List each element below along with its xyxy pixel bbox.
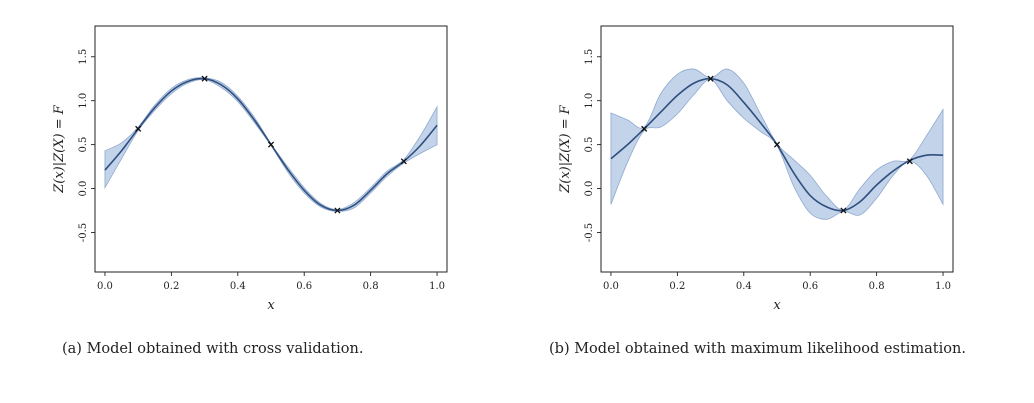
x-axis-label: x (267, 298, 275, 313)
x-tick-label: 0.4 (230, 281, 246, 292)
observation-marker-stroke (334, 207, 341, 214)
chart-b: 0.0 0.2 0.4 0.6 0.8 1.0 -0.5 0.0 0.5 1.0 1.5 x Z(x)|… (558, 25, 954, 313)
y-axis-label: Z(x)|Z(X) = F (52, 104, 67, 193)
x-tick-label: 0.6 (802, 281, 818, 292)
observation-marker-stroke (135, 125, 142, 132)
x-tick-label: 0.8 (363, 281, 379, 292)
observation-point (201, 75, 208, 82)
x-tick-label: 0.6 (296, 281, 312, 292)
x-tick-label: 0.0 (97, 281, 113, 292)
chart-a: 0.0 0.2 0.4 0.6 0.8 1.0 -0.5 0.0 0.5 1.0 1.5 x Z(x)|… (52, 25, 448, 313)
observation-point (334, 207, 341, 214)
y-axis-label: Z(x)|Z(X) = F (558, 104, 573, 193)
observation-point (641, 125, 648, 132)
y-tick-label: 1.0 (584, 93, 595, 109)
x-tick-label: 1.0 (429, 281, 445, 292)
x-tick-label: 0.8 (869, 281, 885, 292)
y-tick-label: 1.5 (584, 49, 595, 65)
observation-point (906, 158, 913, 165)
y-tick-label: 0.0 (584, 181, 595, 197)
observation-point (773, 141, 781, 148)
observation-marker-stroke (906, 158, 913, 165)
x-tick-label: 0.2 (163, 281, 179, 292)
observation-marker-stroke (641, 125, 648, 132)
x-tick-label: 0.4 (736, 281, 752, 292)
observation-point (267, 141, 275, 148)
observation-point (840, 207, 847, 214)
observation-marker-stroke (840, 207, 847, 214)
observation-marker-stroke (400, 158, 407, 165)
x-tick-label: 1.0 (935, 281, 951, 292)
observation-marker-stroke (267, 141, 275, 148)
observation-point (135, 125, 142, 132)
x-tick-label: 0.2 (669, 281, 685, 292)
caption-b: (b) Model obtained with maximum likeliho… (549, 341, 966, 357)
y-tick-label: -0.5 (584, 223, 595, 242)
plot-frame (600, 25, 954, 273)
y-tick-label: 1.0 (78, 93, 89, 109)
y-tick-label: -0.5 (78, 223, 89, 242)
observation-marker-stroke (201, 75, 208, 82)
plot-frame (94, 25, 448, 273)
y-tick-label: 0.5 (584, 137, 595, 153)
observation-marker-stroke (707, 75, 714, 82)
observation-point (707, 75, 714, 82)
observation-point (400, 158, 407, 165)
y-tick-label: 0.5 (78, 137, 89, 153)
y-tick-label: 0.0 (78, 181, 89, 197)
caption-a: (a) Model obtained with cross validation… (62, 341, 364, 357)
observation-marker-stroke (773, 141, 781, 148)
y-tick-label: 1.5 (78, 49, 89, 65)
x-axis-label: x (773, 298, 781, 313)
x-tick-label: 0.0 (603, 281, 619, 292)
